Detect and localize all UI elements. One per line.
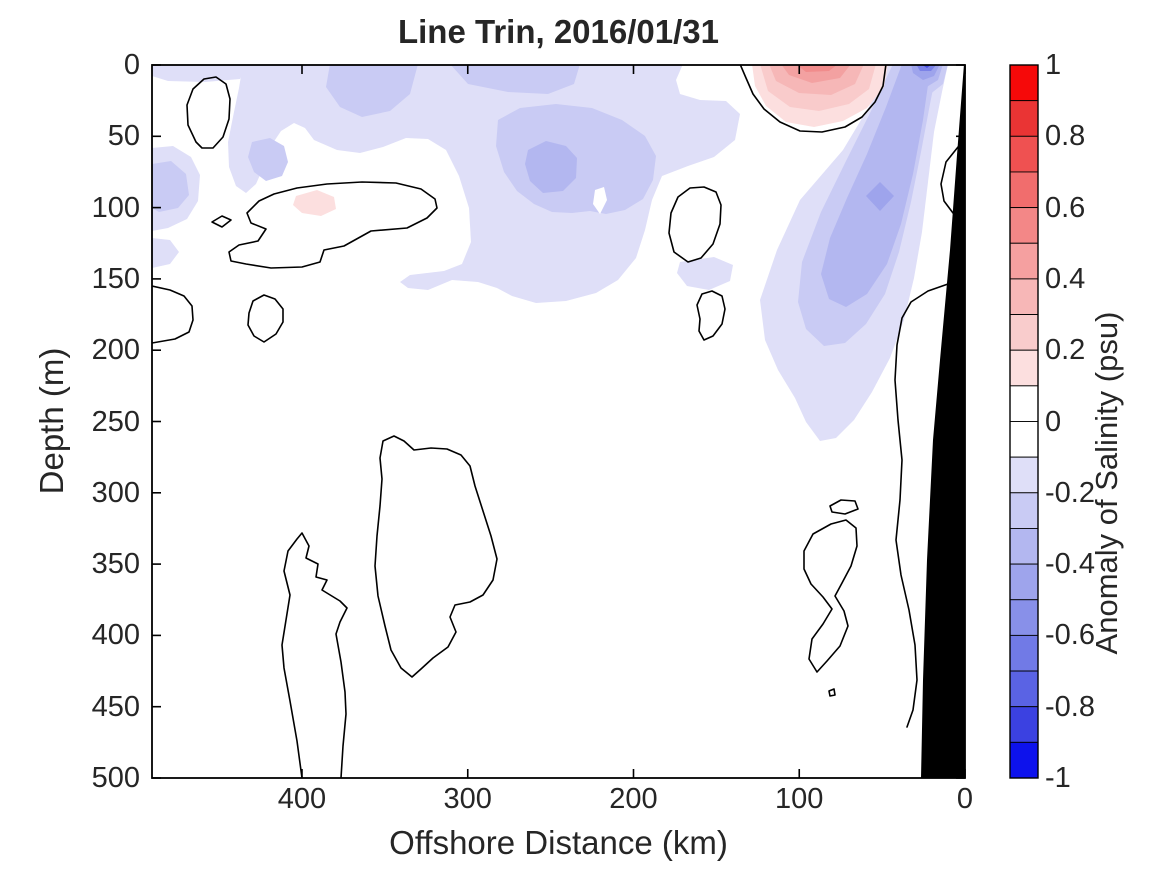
zero-contour: [829, 499, 859, 515]
zero-contour: [247, 294, 284, 343]
colorbar-segment: [1009, 171, 1039, 209]
y-tick-label: 200: [91, 334, 140, 367]
zero-contour: [739, 65, 887, 133]
zero-contour: [803, 519, 858, 673]
x-tick-label: 400: [277, 783, 327, 815]
colorbar-tick-label: -0.2: [1045, 476, 1095, 509]
colorbar-segment: [1009, 670, 1039, 708]
colorbar-segment: [1009, 492, 1039, 529]
y-tick-label: 450: [91, 690, 140, 723]
colorbar-segment: [1009, 599, 1039, 636]
colorbar-segment: [1009, 242, 1039, 280]
colorbar-segment: [1009, 207, 1039, 244]
contour-fill-region: [593, 187, 607, 214]
y-tick-label: 400: [91, 619, 140, 652]
y-tick-label: 50: [107, 120, 140, 153]
colorbar-segment: [1009, 349, 1039, 387]
colorbar-segment: [1009, 528, 1039, 565]
axis-ticks: [152, 64, 966, 779]
colorbar-tick-label: -1: [1045, 762, 1071, 794]
colorbar-tick-label: 0.8: [1045, 120, 1086, 153]
zero-contour: [186, 76, 231, 149]
colorbar-tick-label: 1: [1045, 49, 1062, 81]
contour-fill-region: [152, 65, 248, 82]
colorbar: [1009, 64, 1039, 779]
zero-contour-lines: [152, 65, 959, 778]
colorbar-segment: [1009, 135, 1039, 173]
bathymetry-wedge: [921, 65, 965, 778]
colorbar-segment: [1009, 456, 1039, 494]
colorbar-tick-label: -0.6: [1045, 619, 1095, 652]
colorbar-tick-label: -0.4: [1045, 548, 1095, 581]
contour-fill-region: [152, 238, 179, 268]
zero-contour: [696, 290, 726, 341]
zero-contour: [668, 186, 722, 263]
contour-fill-region: [821, 65, 931, 307]
colorbar-border: [1009, 64, 1039, 779]
x-tick-label: 100: [775, 783, 824, 815]
contour-fill-region: [248, 138, 288, 181]
contour-fill-region: [797, 65, 837, 72]
zero-contour: [940, 146, 959, 214]
land-mask: [921, 65, 965, 778]
x-tick-label: 200: [609, 783, 658, 815]
zero-contour: [281, 532, 348, 778]
colorbar-segment: [1009, 421, 1039, 458]
contour-fill-region: [326, 65, 418, 117]
colorbar-tick-label: 0.4: [1045, 262, 1086, 295]
contour-fill-region: [152, 161, 189, 212]
contour-fill-region: [866, 182, 894, 211]
zero-contour: [228, 181, 438, 269]
zero-contour: [374, 435, 498, 678]
zero-contour: [211, 215, 232, 228]
colorbar-segment: [1009, 64, 1039, 102]
x-tick-label: 0: [956, 783, 974, 815]
colorbar-tick-label: -0.8: [1045, 690, 1095, 723]
y-tick-label: 100: [91, 191, 140, 224]
plot-title: Line Trin, 2016/01/31: [397, 13, 719, 50]
zero-contour: [894, 283, 949, 728]
colorbar-segment: [1009, 634, 1039, 672]
colorbar-tick-label: 0.2: [1045, 334, 1086, 367]
zero-contour: [152, 285, 194, 344]
colorbar-tick-label: 0.6: [1045, 191, 1086, 224]
zero-contour: [828, 688, 836, 697]
y-tick-label: 350: [91, 548, 140, 581]
y-tick-label: 150: [91, 262, 140, 295]
y-tick-label: 250: [91, 405, 140, 438]
x-tick-label: 300: [443, 783, 492, 815]
contour-fill-region: [677, 257, 733, 290]
x-axis-label: Offshore Distance (km): [389, 824, 728, 861]
y-tick-label: 300: [91, 476, 140, 509]
contour-fill-region: [450, 65, 580, 94]
contour-fill-region: [916, 65, 937, 71]
colorbar-segment: [1009, 706, 1039, 743]
colorbar-segment: [1009, 100, 1039, 137]
colorbar-segment: [1009, 741, 1039, 779]
y-tick-label: 500: [91, 762, 140, 794]
contour-fill-region: [293, 190, 336, 216]
colorbar-tick-label: 0: [1045, 405, 1062, 438]
colorbar-segment: [1009, 385, 1039, 422]
contour-fills: [152, 65, 948, 441]
colorbar-segment: [1009, 563, 1039, 601]
y-tick-label: 0: [123, 49, 140, 81]
colorbar-segment: [1009, 278, 1039, 315]
colorbar-segment: [1009, 314, 1039, 351]
contour-fill-region: [525, 141, 577, 193]
